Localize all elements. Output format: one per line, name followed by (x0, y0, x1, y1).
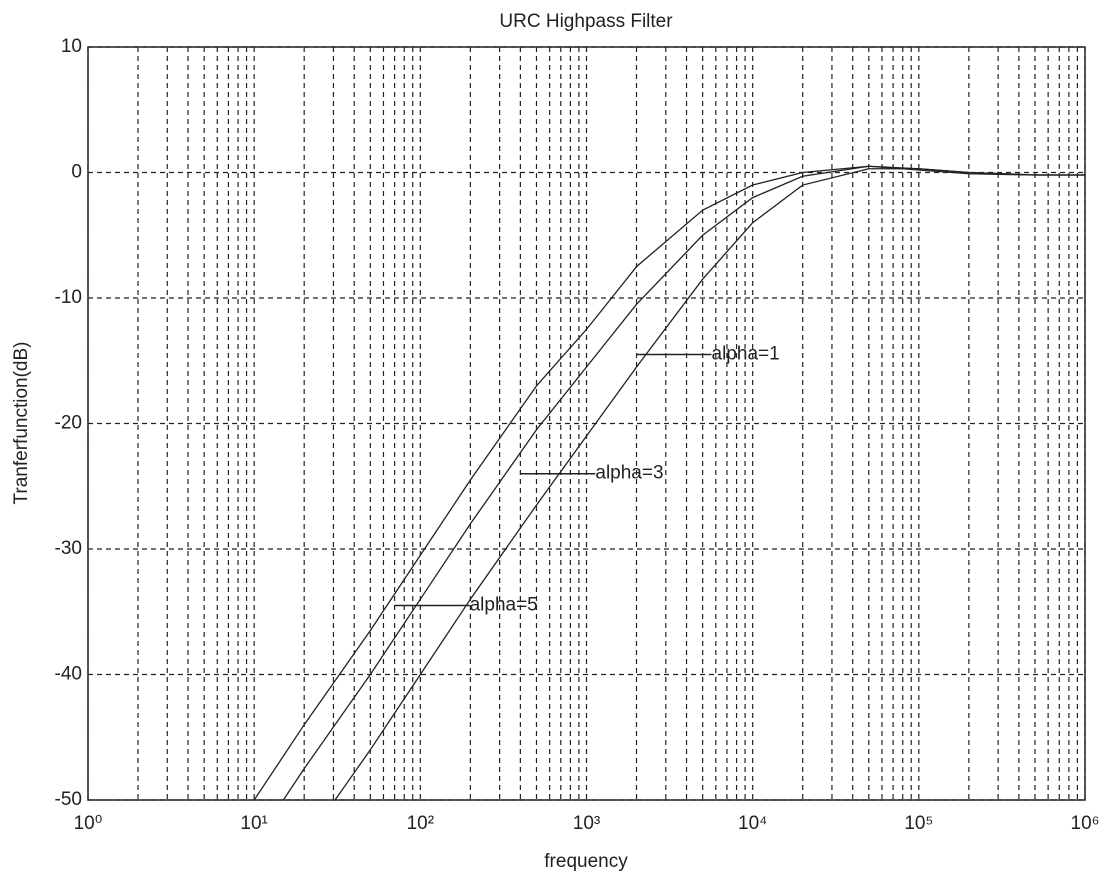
y-tick-label: -20 (55, 413, 82, 434)
plot-area (254, 166, 1085, 877)
x-tick-label: 10¹ (240, 813, 267, 834)
y-tick-label: -50 (55, 789, 82, 810)
data-line (254, 166, 1085, 844)
x-tick-label: 10² (407, 813, 434, 834)
annotation-text: alpha=1 (712, 343, 780, 364)
x-tick-label: 10⁴ (738, 813, 767, 834)
x-axis-label: frequency (544, 851, 628, 872)
annotation-text: alpha=5 (470, 594, 538, 615)
y-tick-label: -10 (55, 287, 82, 308)
y-axis-label: Tranferfunction(dB) (11, 342, 32, 505)
data-line (254, 169, 1085, 877)
chart: URC Highpass Filter frequency Tranferfun… (0, 0, 1111, 877)
x-tick-label: 10⁶ (1071, 813, 1100, 834)
y-tick-label: -40 (55, 664, 82, 685)
y-tick-label: -30 (55, 538, 82, 559)
data-line (254, 166, 1085, 800)
chart-title: URC Highpass Filter (499, 11, 673, 32)
x-tick-label: 10³ (573, 813, 600, 834)
x-tick-label: 10⁰ (74, 813, 103, 834)
y-tick-label: 0 (71, 162, 82, 183)
annotation-text: alpha=3 (595, 463, 663, 484)
page: {"chart_data": {"type": "line", "title":… (0, 0, 1111, 877)
y-tick-label: 10 (61, 36, 82, 57)
x-tick-label: 10⁵ (904, 813, 933, 834)
